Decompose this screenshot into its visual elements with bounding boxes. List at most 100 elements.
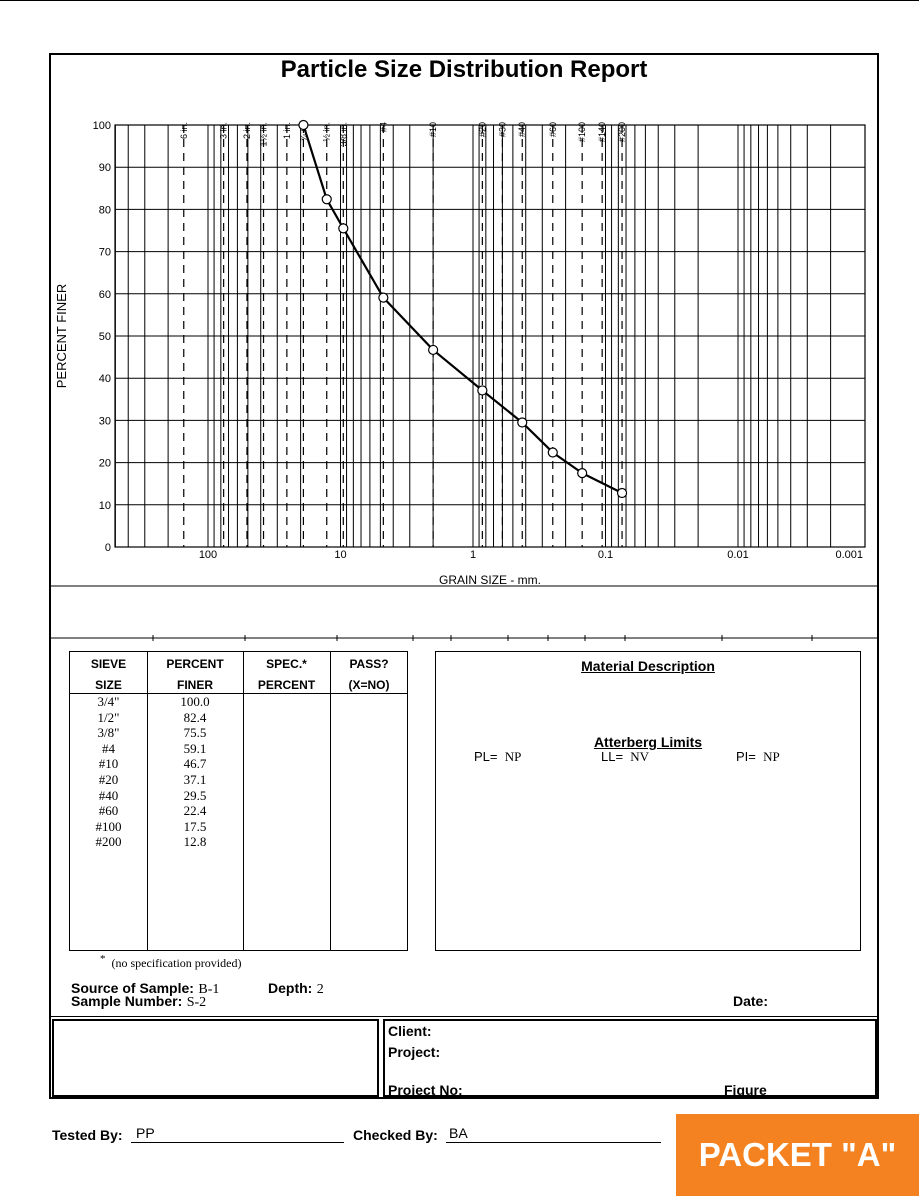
- x-tick-labels: 100 10 1 0.1 0.01 0.001: [199, 549, 863, 561]
- table-cell: #4: [102, 740, 115, 756]
- project-no-label: Project No:: [388, 1082, 463, 1098]
- checked-by-field: BA: [446, 1125, 661, 1143]
- checked-by-label: Checked By:: [353, 1127, 438, 1143]
- y-tick-label: 30: [99, 415, 111, 427]
- material-description-box: Material Description Atterberg Limits PL…: [435, 651, 861, 951]
- source-of-sample: Source of Sample: B-1: [71, 980, 220, 997]
- sieve-marker-label: #20: [477, 122, 487, 137]
- atterberg-title: Atterberg Limits: [593, 734, 703, 750]
- project-rule: [51, 1016, 879, 1017]
- sieve-markers: 6 in. 3 in. 2 in. 1½ in. 1 in. ¾ in. ½ in. 3/8 …: [179, 122, 627, 547]
- sieve-marker-label: #140: [597, 122, 607, 142]
- table-cell: 3/8": [97, 725, 120, 741]
- x-axis-label: GRAIN SIZE - mm.: [439, 573, 541, 587]
- y-tick-label: 70: [99, 247, 111, 259]
- y-tick-label: 100: [93, 120, 111, 132]
- plot-area-border: [114, 124, 866, 548]
- table-cell: 82.4: [183, 709, 207, 725]
- table-cell: 22.4: [183, 803, 207, 819]
- data-point: [298, 119, 309, 131]
- x-tick-label: 0.1: [598, 549, 613, 561]
- y-tick-label: 80: [99, 204, 111, 216]
- sieve-marker-label: #4: [378, 122, 388, 132]
- table-cell: #40: [98, 787, 119, 803]
- y-tick-label: 90: [99, 162, 111, 174]
- sieve-marker-label: 3 in.: [219, 122, 229, 139]
- gradation-series: [298, 119, 628, 499]
- table-cell: 3/4": [97, 694, 120, 709]
- data-point: [616, 487, 628, 499]
- table-cell: #10: [98, 756, 119, 772]
- project-label: Project:: [388, 1044, 441, 1060]
- liquid-limit: LL= NV: [601, 749, 650, 764]
- data-point: [321, 194, 332, 205]
- sieve-size-column: 3/4" 1/2" 3/8" #4 #10 #20 #40 #60 #100 #…: [70, 694, 147, 850]
- table-cell: 37.1: [183, 771, 207, 787]
- sieve-marker-label: ¾ in.: [298, 122, 308, 142]
- data-point: [428, 344, 439, 356]
- logo-box: [52, 1019, 379, 1097]
- data-point: [547, 447, 558, 458]
- date-label: Date:: [733, 993, 769, 1009]
- packet-badge: PACKET "A": [676, 1114, 919, 1196]
- sieve-marker-label: #10: [428, 122, 438, 137]
- table-cell: #200: [95, 834, 122, 850]
- table-cell: 46.7: [183, 756, 207, 772]
- sample-depth: Depth: 2: [268, 980, 324, 997]
- sieve-marker-label: #40: [517, 122, 527, 137]
- table-cell: #60: [98, 803, 119, 819]
- tested-by-field: PP: [131, 1125, 344, 1143]
- table-cell: #100: [95, 818, 122, 834]
- grain-size-chart: 6 in. 3 in. 2 in. 1½ in. 1 in. ¾ in. ½ in. 3/8 …: [51, 119, 879, 641]
- table-cell: #20: [98, 771, 119, 787]
- percent-finer-column: 100.0 82.4 75.5 59.1 46.7 37.1 29.5 22.4…: [147, 694, 243, 850]
- project-box: [383, 1019, 877, 1097]
- top-rule: [0, 0, 919, 1]
- plastic-limit: PL= NP: [474, 749, 522, 764]
- sieve-table: SIEVE SIZE PERCENT FINER SPEC.* PERCENT PAS…: [69, 651, 408, 951]
- y-tick-label: 0: [105, 542, 111, 554]
- figure-label: Figure: [724, 1082, 767, 1098]
- report-frame: [49, 53, 879, 1099]
- y-tick-label: 20: [99, 458, 111, 470]
- header-pass: PASS? (X=NO): [348, 657, 390, 692]
- plasticity-index: PI= NP: [736, 749, 780, 764]
- material-description-title: Material Description: [581, 658, 715, 674]
- x-tick-label: 1: [470, 549, 476, 561]
- x-tick-label: 0.01: [727, 549, 748, 561]
- sieve-marker-label: 2 in.: [242, 122, 252, 139]
- sieve-marker-label: #30: [497, 122, 507, 137]
- y-tick-label: 40: [99, 373, 111, 385]
- y-tick-label: 60: [99, 289, 111, 301]
- table-cell: 29.5: [183, 787, 207, 803]
- report-title: Particle Size Distribution Report: [280, 56, 648, 83]
- header-percent-finer: PERCENT FINER: [166, 657, 224, 692]
- sieve-marker-label: 1½ in.: [259, 122, 269, 147]
- sieve-marker-label: 1 in.: [282, 122, 292, 139]
- chart-grid: [114, 124, 865, 548]
- spacer-ticks: [152, 635, 813, 641]
- header-sieve-size: SIEVE SIZE: [90, 657, 127, 692]
- x-tick-label: 100: [199, 549, 217, 561]
- sieve-marker-label: #60: [548, 122, 558, 137]
- gradation-curve: [302, 124, 623, 494]
- y-tick-label: 10: [99, 500, 111, 512]
- sieve-marker-label: 3/8 in.: [338, 122, 348, 147]
- x-tick-label: 0.001: [835, 549, 863, 561]
- data-point: [577, 468, 588, 479]
- table-cell: 59.1: [183, 740, 207, 756]
- table-cell: 75.5: [183, 725, 207, 741]
- client-label: Client:: [388, 1023, 432, 1039]
- x-tick-label: 10: [334, 549, 346, 561]
- table-cell: 100.0: [180, 694, 210, 709]
- sieve-marker-label: ½ in.: [322, 122, 332, 142]
- data-point: [517, 417, 528, 428]
- data-point: [477, 385, 488, 396]
- sieve-marker-label: #200: [617, 122, 627, 142]
- table-cell: 17.5: [183, 818, 207, 834]
- tested-by-label: Tested By:: [52, 1127, 123, 1143]
- y-tick-labels: 0 10 20 30 40 50 60 70 80 90 100: [93, 120, 111, 554]
- table-cell: 12.8: [183, 834, 207, 850]
- header-spec-percent: SPEC.* PERCENT: [257, 657, 316, 692]
- data-point: [378, 292, 389, 303]
